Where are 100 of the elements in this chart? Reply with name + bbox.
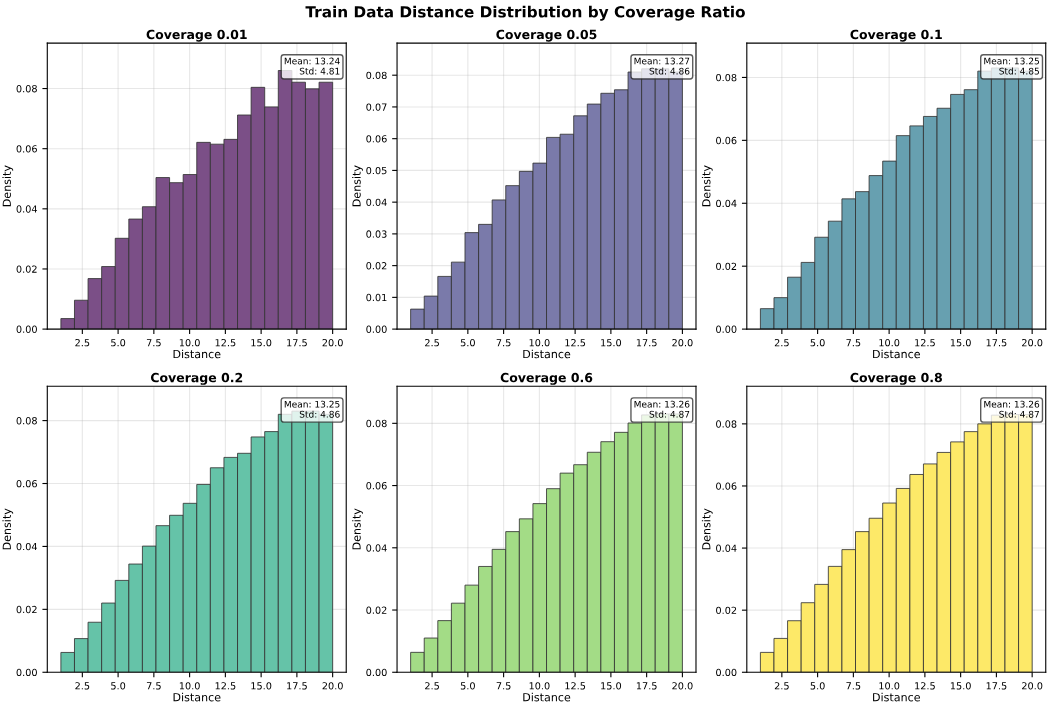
y-tick-label: 0.00 xyxy=(366,325,387,333)
annotation: Mean: 13.25 Std: 4.85 xyxy=(984,57,1039,75)
chart-title: Coverage 0.1 xyxy=(850,29,942,42)
x-tick-label: 12.5 xyxy=(915,339,935,347)
y-tick-label: 0.04 xyxy=(366,198,387,206)
x-tick-label: 15.0 xyxy=(950,682,971,690)
x-axis-title: Distance xyxy=(873,349,920,359)
x-tick-label: 2.5 xyxy=(75,339,90,347)
y-axis-title: Density xyxy=(2,165,14,207)
x-tick-label: 2.5 xyxy=(425,682,439,690)
x-tick-label: 20.0 xyxy=(322,682,343,690)
x-tick-label: 17.5 xyxy=(287,682,307,690)
chart-title: Coverage 0.05 xyxy=(496,29,597,42)
y-tick-label: 0.04 xyxy=(716,199,737,208)
x-tick-label: 20.0 xyxy=(672,682,693,690)
text: Train Data Distance Distribution by Coverage Ratio xyxy=(305,5,745,21)
x-tick-label: 12.5 xyxy=(915,682,935,690)
x-tick-label: 7.5 xyxy=(846,339,861,347)
y-tick-label: 0.08 xyxy=(16,417,37,425)
y-tick-label: 0.02 xyxy=(16,605,37,614)
y-tick-label: 0.04 xyxy=(16,205,38,213)
x-tick-label: 5.0 xyxy=(111,339,126,347)
x-tick-label: 7.5 xyxy=(846,682,861,690)
x-tick-label: 10.0 xyxy=(879,339,900,347)
x-tick-label: 12.5 xyxy=(565,682,586,690)
x-tick-label: 2.5 xyxy=(774,682,789,690)
x-tick-label: 2.5 xyxy=(774,339,789,347)
y-tick-label: 0.08 xyxy=(16,85,37,93)
y-tick-label: 0.00 xyxy=(16,325,37,333)
y-tick-label: 0.01 xyxy=(366,293,387,302)
y-tick-label: 0.08 xyxy=(716,73,737,82)
y-tick-label: 0.00 xyxy=(366,668,387,677)
annotation: Mean: 13.24 Std: 4.81 xyxy=(284,57,340,75)
y-axis-title: Density xyxy=(352,165,363,207)
x-tick-label: 15.0 xyxy=(601,339,622,347)
chart-title: Coverage 0.6 xyxy=(500,372,593,385)
y-tick-label: 0.03 xyxy=(366,230,387,238)
x-tick-label: 2.5 xyxy=(75,682,90,690)
x-axis-title: Distance xyxy=(523,349,571,359)
y-tick-label: 0.04 xyxy=(366,544,387,552)
x-tick-label: 7.5 xyxy=(146,339,161,347)
x-tick-label: 2.5 xyxy=(425,339,439,347)
chart-title: Coverage 0.01 xyxy=(146,29,247,42)
x-tick-label: 5.0 xyxy=(111,682,126,690)
annotation: Mean: 13.25 Std: 4.86 xyxy=(284,400,340,418)
y-tick-label: 0.08 xyxy=(366,71,387,80)
x-tick-label: 5.0 xyxy=(460,339,475,347)
x-tick-label: 7.5 xyxy=(496,682,511,690)
y-tick-label: 0.08 xyxy=(366,419,387,428)
x-tick-label: 15.0 xyxy=(950,339,971,347)
chart-title: Coverage 0.2 xyxy=(150,372,243,385)
x-axis-title: Distance xyxy=(873,692,920,702)
y-tick-label: 0.02 xyxy=(366,606,387,614)
y-tick-label: 0.06 xyxy=(716,136,737,145)
annotation: Mean: 13.27 Std: 4.86 xyxy=(634,57,690,75)
y-tick-label: 0.04 xyxy=(16,542,38,551)
x-tick-label: 5.0 xyxy=(460,682,475,690)
x-tick-label: 12.5 xyxy=(215,339,236,347)
y-tick-label: 0.02 xyxy=(366,262,387,270)
y-tick-label: 0.02 xyxy=(716,606,737,614)
x-tick-label: 20.0 xyxy=(1022,682,1043,690)
x-tick-label: 20.0 xyxy=(672,339,693,347)
annotation: Mean: 13.26 Std: 4.87 xyxy=(984,400,1040,418)
y-axis-title: Density xyxy=(701,165,713,207)
x-tick-label: 17.5 xyxy=(636,339,657,347)
y-tick-label: 0.04 xyxy=(716,544,737,552)
x-tick-label: 7.5 xyxy=(496,339,511,347)
y-tick-label: 0.00 xyxy=(716,668,737,677)
x-tick-label: 7.5 xyxy=(146,682,161,690)
y-axis-title: Density xyxy=(2,508,14,550)
chart-title: Coverage 0.8 xyxy=(850,372,942,385)
x-tick-label: 17.5 xyxy=(986,682,1007,690)
y-tick-label: 0.00 xyxy=(16,668,37,677)
x-tick-label: 10.0 xyxy=(179,339,200,347)
x-tick-label: 15.0 xyxy=(251,339,272,347)
y-axis-title: Density xyxy=(701,508,713,550)
y-tick-label: 0.08 xyxy=(716,420,737,428)
x-tick-label: 12.5 xyxy=(565,339,586,347)
x-tick-label: 10.0 xyxy=(179,682,200,690)
x-tick-label: 15.0 xyxy=(601,682,622,690)
x-axis-title: Distance xyxy=(173,349,221,359)
y-tick-label: 0.06 xyxy=(366,135,387,143)
x-axis-title: Distance xyxy=(523,692,571,702)
y-tick-label: 0.06 xyxy=(716,482,737,490)
x-tick-label: 10.0 xyxy=(529,339,550,347)
x-axis-title: Distance xyxy=(173,692,221,702)
annotation: Mean: 13.26 Std: 4.87 xyxy=(634,400,690,418)
x-tick-label: 5.0 xyxy=(810,682,825,690)
y-tick-label: 0.05 xyxy=(366,166,387,175)
x-tick-label: 12.5 xyxy=(215,682,236,690)
y-tick-label: 0.02 xyxy=(16,265,37,273)
y-tick-label: 0.07 xyxy=(366,103,387,111)
x-tick-label: 20.0 xyxy=(322,339,343,347)
x-tick-label: 15.0 xyxy=(251,682,272,690)
x-tick-label: 10.0 xyxy=(879,682,900,690)
x-tick-label: 10.0 xyxy=(529,682,550,690)
y-tick-label: 0.02 xyxy=(716,262,737,271)
y-tick-label: 0.00 xyxy=(716,325,737,333)
y-axis-title: Density xyxy=(352,508,363,550)
y-tick-label: 0.06 xyxy=(16,145,37,153)
